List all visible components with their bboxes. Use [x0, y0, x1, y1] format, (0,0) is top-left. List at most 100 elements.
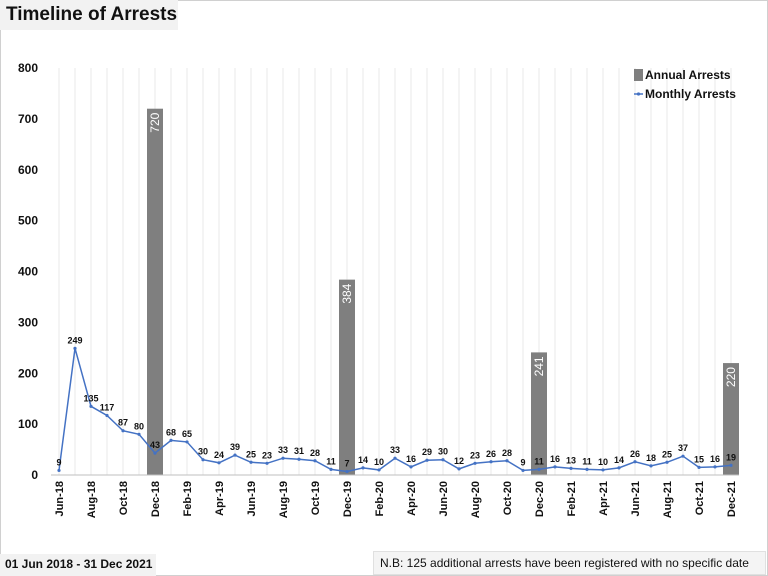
- line-value-label: 33: [278, 445, 288, 455]
- legend-monthly-marker: [636, 92, 641, 96]
- line-point: [249, 460, 253, 464]
- bar: [531, 352, 547, 475]
- x-tick-label: Jun-20: [438, 481, 450, 516]
- line-point: [473, 461, 477, 465]
- line-value-label: 249: [67, 335, 82, 345]
- line-value-label: 7: [344, 458, 349, 468]
- line-value-label: 16: [710, 454, 720, 464]
- x-tick-label: Dec-20: [534, 481, 546, 517]
- line-value-label: 28: [502, 448, 512, 458]
- line-value-label: 23: [470, 450, 480, 460]
- line-point: [713, 465, 717, 469]
- x-tick-label: Dec-18: [150, 481, 162, 517]
- line-point: [297, 457, 301, 461]
- line-point: [585, 467, 589, 472]
- bar: [339, 279, 355, 475]
- line-value-label: 14: [614, 455, 624, 465]
- line-layer: [57, 346, 733, 474]
- line-value-label: 11: [326, 456, 336, 466]
- line-value-label: 28: [310, 448, 320, 458]
- bar-value-label: 720: [148, 112, 162, 132]
- line-point: [521, 468, 525, 473]
- line-point: [697, 465, 701, 469]
- line-point: [137, 432, 141, 436]
- line-value-label: 18: [646, 453, 656, 463]
- line-value-label: 39: [230, 442, 240, 452]
- line-point: [601, 468, 605, 472]
- line-value-label: 13: [566, 455, 576, 465]
- y-tick-label: 300: [18, 315, 38, 329]
- line-value-label: 117: [100, 402, 115, 412]
- line-value-label: 11: [534, 456, 544, 466]
- line-value-label: 87: [118, 418, 128, 428]
- y-tick-label: 600: [18, 163, 38, 177]
- footnote-box: N.B: 125 additional arrests have been re…: [373, 551, 766, 575]
- line-value-label: 25: [662, 449, 672, 459]
- line-point: [121, 429, 125, 433]
- y-tick-label: 400: [18, 265, 38, 279]
- line-point: [201, 458, 205, 462]
- line-point: [505, 459, 509, 463]
- y-tick-label: 700: [18, 112, 38, 126]
- line-point: [329, 467, 333, 472]
- x-tick-label: Jun-18: [54, 481, 66, 516]
- x-tick-label: Feb-19: [182, 481, 194, 516]
- line-value-label: 12: [454, 456, 464, 466]
- y-tick-label: 100: [18, 417, 38, 431]
- line-point: [361, 466, 365, 470]
- line-value-label: 65: [182, 429, 192, 439]
- line-value-label: 30: [438, 447, 448, 457]
- line-point: [345, 469, 349, 474]
- line-value-label: 24: [214, 450, 224, 460]
- x-tick-label: Aug-20: [470, 481, 482, 518]
- line-point: [425, 458, 429, 462]
- line-point: [457, 467, 461, 471]
- x-tick-label: Apr-21: [598, 481, 610, 516]
- line-point: [665, 460, 669, 464]
- line-value-label: 9: [520, 457, 525, 467]
- line-value-label: 16: [550, 454, 560, 464]
- date-range-box: 01 Jun 2018 - 31 Dec 2021: [0, 554, 156, 576]
- line-value-label: 16: [406, 454, 416, 464]
- line-point: [569, 466, 573, 470]
- x-tick-label: Aug-21: [662, 481, 674, 518]
- legend-monthly-label: Monthly Arrests: [645, 87, 736, 101]
- line-point: [89, 404, 93, 408]
- line-value-label: 10: [374, 457, 384, 467]
- x-tick-label: Apr-20: [406, 481, 418, 516]
- line-point: [409, 465, 413, 469]
- line-point: [729, 463, 733, 467]
- x-tick-label: Dec-21: [726, 481, 738, 517]
- line-value-label: 26: [486, 449, 496, 459]
- line-point: [105, 413, 109, 418]
- y-tick-label: 500: [18, 214, 38, 228]
- line-value-label: 29: [422, 447, 432, 457]
- line-point: [489, 460, 493, 464]
- line-point: [553, 465, 557, 469]
- bar-value-label: 220: [724, 367, 738, 387]
- line-value-label: 68: [166, 427, 176, 437]
- line-point: [633, 460, 637, 464]
- line-value-label: 30: [198, 447, 208, 457]
- line-point: [57, 468, 61, 473]
- line-point: [393, 456, 397, 460]
- line-point: [537, 467, 541, 472]
- x-tick-label: Jun-19: [246, 481, 258, 516]
- chart-title: Timeline of Arrests: [6, 4, 178, 25]
- legend-annual-swatch: [634, 69, 643, 81]
- line-value-label: 43: [150, 440, 160, 450]
- bar: [723, 363, 739, 475]
- x-tick-label: Oct-18: [118, 481, 130, 515]
- x-tick-label: Oct-21: [694, 481, 706, 515]
- x-tick-label: Jun-21: [630, 481, 642, 516]
- title-box: Timeline of Arrests: [0, 0, 178, 30]
- line-point: [217, 461, 221, 465]
- legend-annual-label: Annual Arrests: [645, 68, 731, 82]
- line-point: [681, 454, 685, 458]
- line-value-label: 31: [294, 446, 304, 456]
- line-point: [169, 438, 173, 443]
- line-value-label: 25: [246, 449, 256, 459]
- line-value-label: 37: [678, 443, 688, 453]
- axis-layer: 0 100 200 300 400 500 600 700 800 Jun-18 Aug-18 Oct…: [18, 61, 739, 518]
